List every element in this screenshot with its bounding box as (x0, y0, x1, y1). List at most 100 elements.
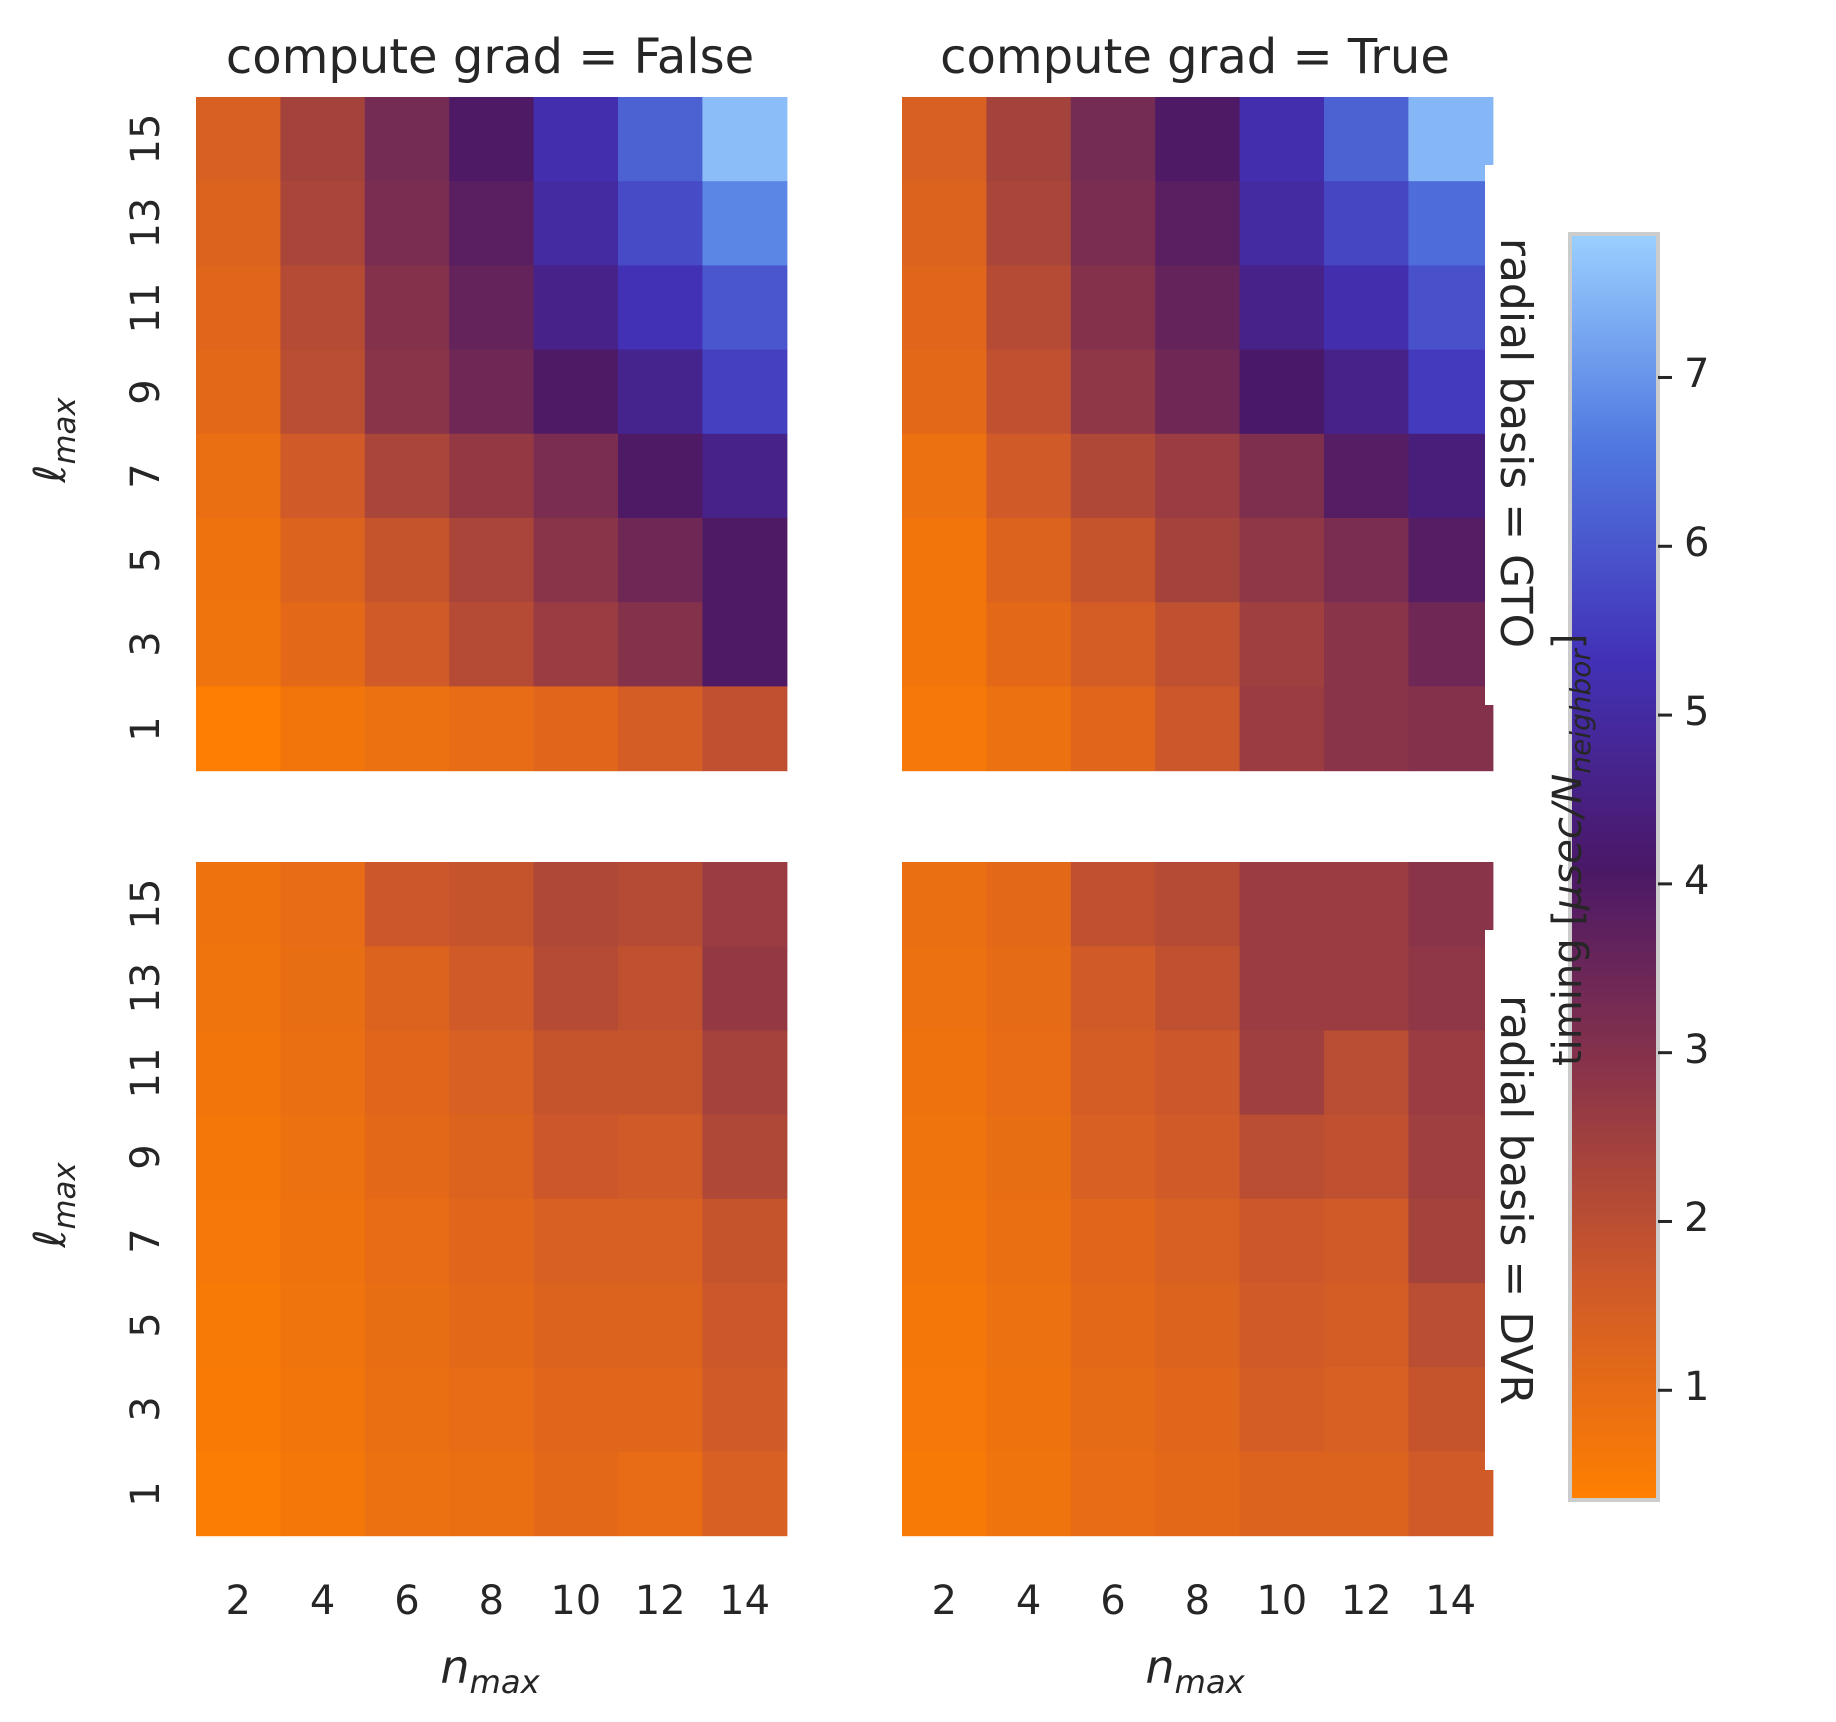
heatmap-cell (196, 602, 281, 687)
heatmap-cell (1324, 518, 1409, 603)
heatmap-cell (196, 1367, 281, 1452)
heatmap-cell (1070, 97, 1156, 182)
heatmap-cell (533, 1451, 619, 1537)
heatmap-cell (1408, 349, 1494, 435)
heatmap-cell (449, 862, 535, 947)
heatmap-cell (196, 433, 281, 519)
heatmap-cell (533, 1114, 619, 1200)
heatmap-cell (618, 1030, 703, 1116)
heatmap-cell (364, 265, 450, 351)
heatmap-cell (533, 1198, 619, 1284)
heatmap-cell (1239, 433, 1325, 519)
heatmap-cell (1408, 97, 1494, 182)
heatmap-cell (1324, 1198, 1409, 1284)
x-tick-label: 2 (931, 1578, 957, 1624)
heatmap-cell (1070, 433, 1156, 519)
heatmap-cell (1324, 433, 1409, 519)
x-tick-label: 8 (478, 1578, 505, 1624)
heatmap-cell (280, 602, 366, 687)
heatmap-cell (1155, 1114, 1241, 1200)
heatmap-cell (986, 1114, 1072, 1200)
heatmap-cell (280, 686, 366, 772)
heatmap-cell (364, 433, 450, 519)
heatmap-cell (1324, 1283, 1409, 1368)
y-tick-label: 15 (123, 878, 169, 930)
heatmap-cell (618, 862, 703, 947)
heatmap-cell (1239, 686, 1325, 772)
heatmap-cell (1155, 265, 1241, 351)
heatmap-cell (1239, 265, 1325, 351)
heatmap-cell (618, 181, 703, 266)
x-tick-label: 12 (1340, 1578, 1392, 1624)
heatmap-cell (986, 946, 1072, 1031)
heatmap-cell (196, 686, 281, 772)
y-tick-label: 13 (123, 197, 169, 249)
heatmap-cell (986, 1451, 1072, 1537)
heatmap-cell (702, 1198, 788, 1284)
heatmap-cell (902, 97, 987, 182)
y-tick-label: 7 (123, 463, 169, 489)
heatmap-cell (449, 97, 535, 182)
heatmap-cell (902, 602, 987, 687)
heatmap-cell (364, 1198, 450, 1284)
heatmap-cell (702, 1030, 788, 1116)
heatmap-cell (1324, 1451, 1409, 1537)
heatmap-cell (702, 862, 788, 947)
heatmap-cell (1155, 862, 1241, 947)
heatmap-cell (196, 1030, 281, 1116)
colorbar-tick-label: 5 (1684, 689, 1710, 736)
heatmap-cell (1408, 862, 1494, 947)
heatmap-cell (902, 1367, 987, 1452)
heatmap-cell (533, 1283, 619, 1368)
panel-gto-grad-true (902, 97, 1494, 772)
heatmap-cell (1239, 181, 1325, 266)
x-tick-label: 10 (1256, 1578, 1308, 1624)
heatmap-cell (1155, 181, 1241, 266)
heatmap-cell (1408, 1114, 1494, 1200)
heatmap-cell (196, 349, 281, 435)
heatmap-cell (618, 686, 703, 772)
heatmap-cell (986, 433, 1072, 519)
heatmap-cell (986, 1030, 1072, 1116)
heatmap-cell (280, 433, 366, 519)
heatmap-cell (449, 602, 535, 687)
y-tick-label: 3 (123, 1396, 169, 1423)
heatmap-cell (533, 1030, 619, 1116)
heatmap-cell (1155, 97, 1241, 182)
heatmap-cell (902, 349, 987, 435)
heatmap-cell (280, 1114, 366, 1200)
heatmap-cell (986, 1198, 1072, 1284)
colorbar (1568, 232, 1660, 1502)
heatmap-cell (533, 181, 619, 266)
heatmap-cell (364, 97, 450, 182)
heatmap-cell (1155, 349, 1241, 435)
heatmap-cell (1408, 602, 1494, 687)
panel-dvr-grad-true (902, 862, 1494, 1537)
heatmap-cell (364, 1030, 450, 1116)
heatmap-cell (533, 1367, 619, 1452)
heatmap-cell (1239, 349, 1325, 435)
y-tick-label: 1 (123, 1480, 169, 1507)
heatmap-cell (1155, 518, 1241, 603)
heatmap-cell (986, 602, 1072, 687)
heatmap-cell (1155, 1283, 1241, 1368)
heatmap-cell (1070, 686, 1156, 772)
heatmap-cell (902, 265, 987, 351)
heatmap-cell (449, 946, 535, 1031)
colorbar-label: timing [μsec/Nneighbor] (1545, 633, 1597, 1066)
row-label-dvr: radial basis = DVR (1490, 995, 1541, 1405)
panel-dvr-grad-false (196, 862, 788, 1537)
heatmap-cell (1408, 518, 1494, 603)
heatmap-cell (1239, 946, 1325, 1031)
heatmap-cell (364, 518, 450, 603)
y-axis-label-bottom: ℓmax (25, 1162, 83, 1248)
colorbar-tick-label: 1 (1684, 1364, 1710, 1411)
heatmap-cell (1324, 265, 1409, 351)
heatmap-cell (1070, 349, 1156, 435)
heatmap-cell (1408, 1451, 1494, 1537)
x-axis-label-left: nmax (440, 1640, 540, 1702)
heatmap-cell (533, 97, 619, 182)
heatmap-cell (196, 181, 281, 266)
colorbar-tick-label: 2 (1684, 1195, 1710, 1242)
row-label-gto: radial basis = GTO (1490, 237, 1541, 649)
